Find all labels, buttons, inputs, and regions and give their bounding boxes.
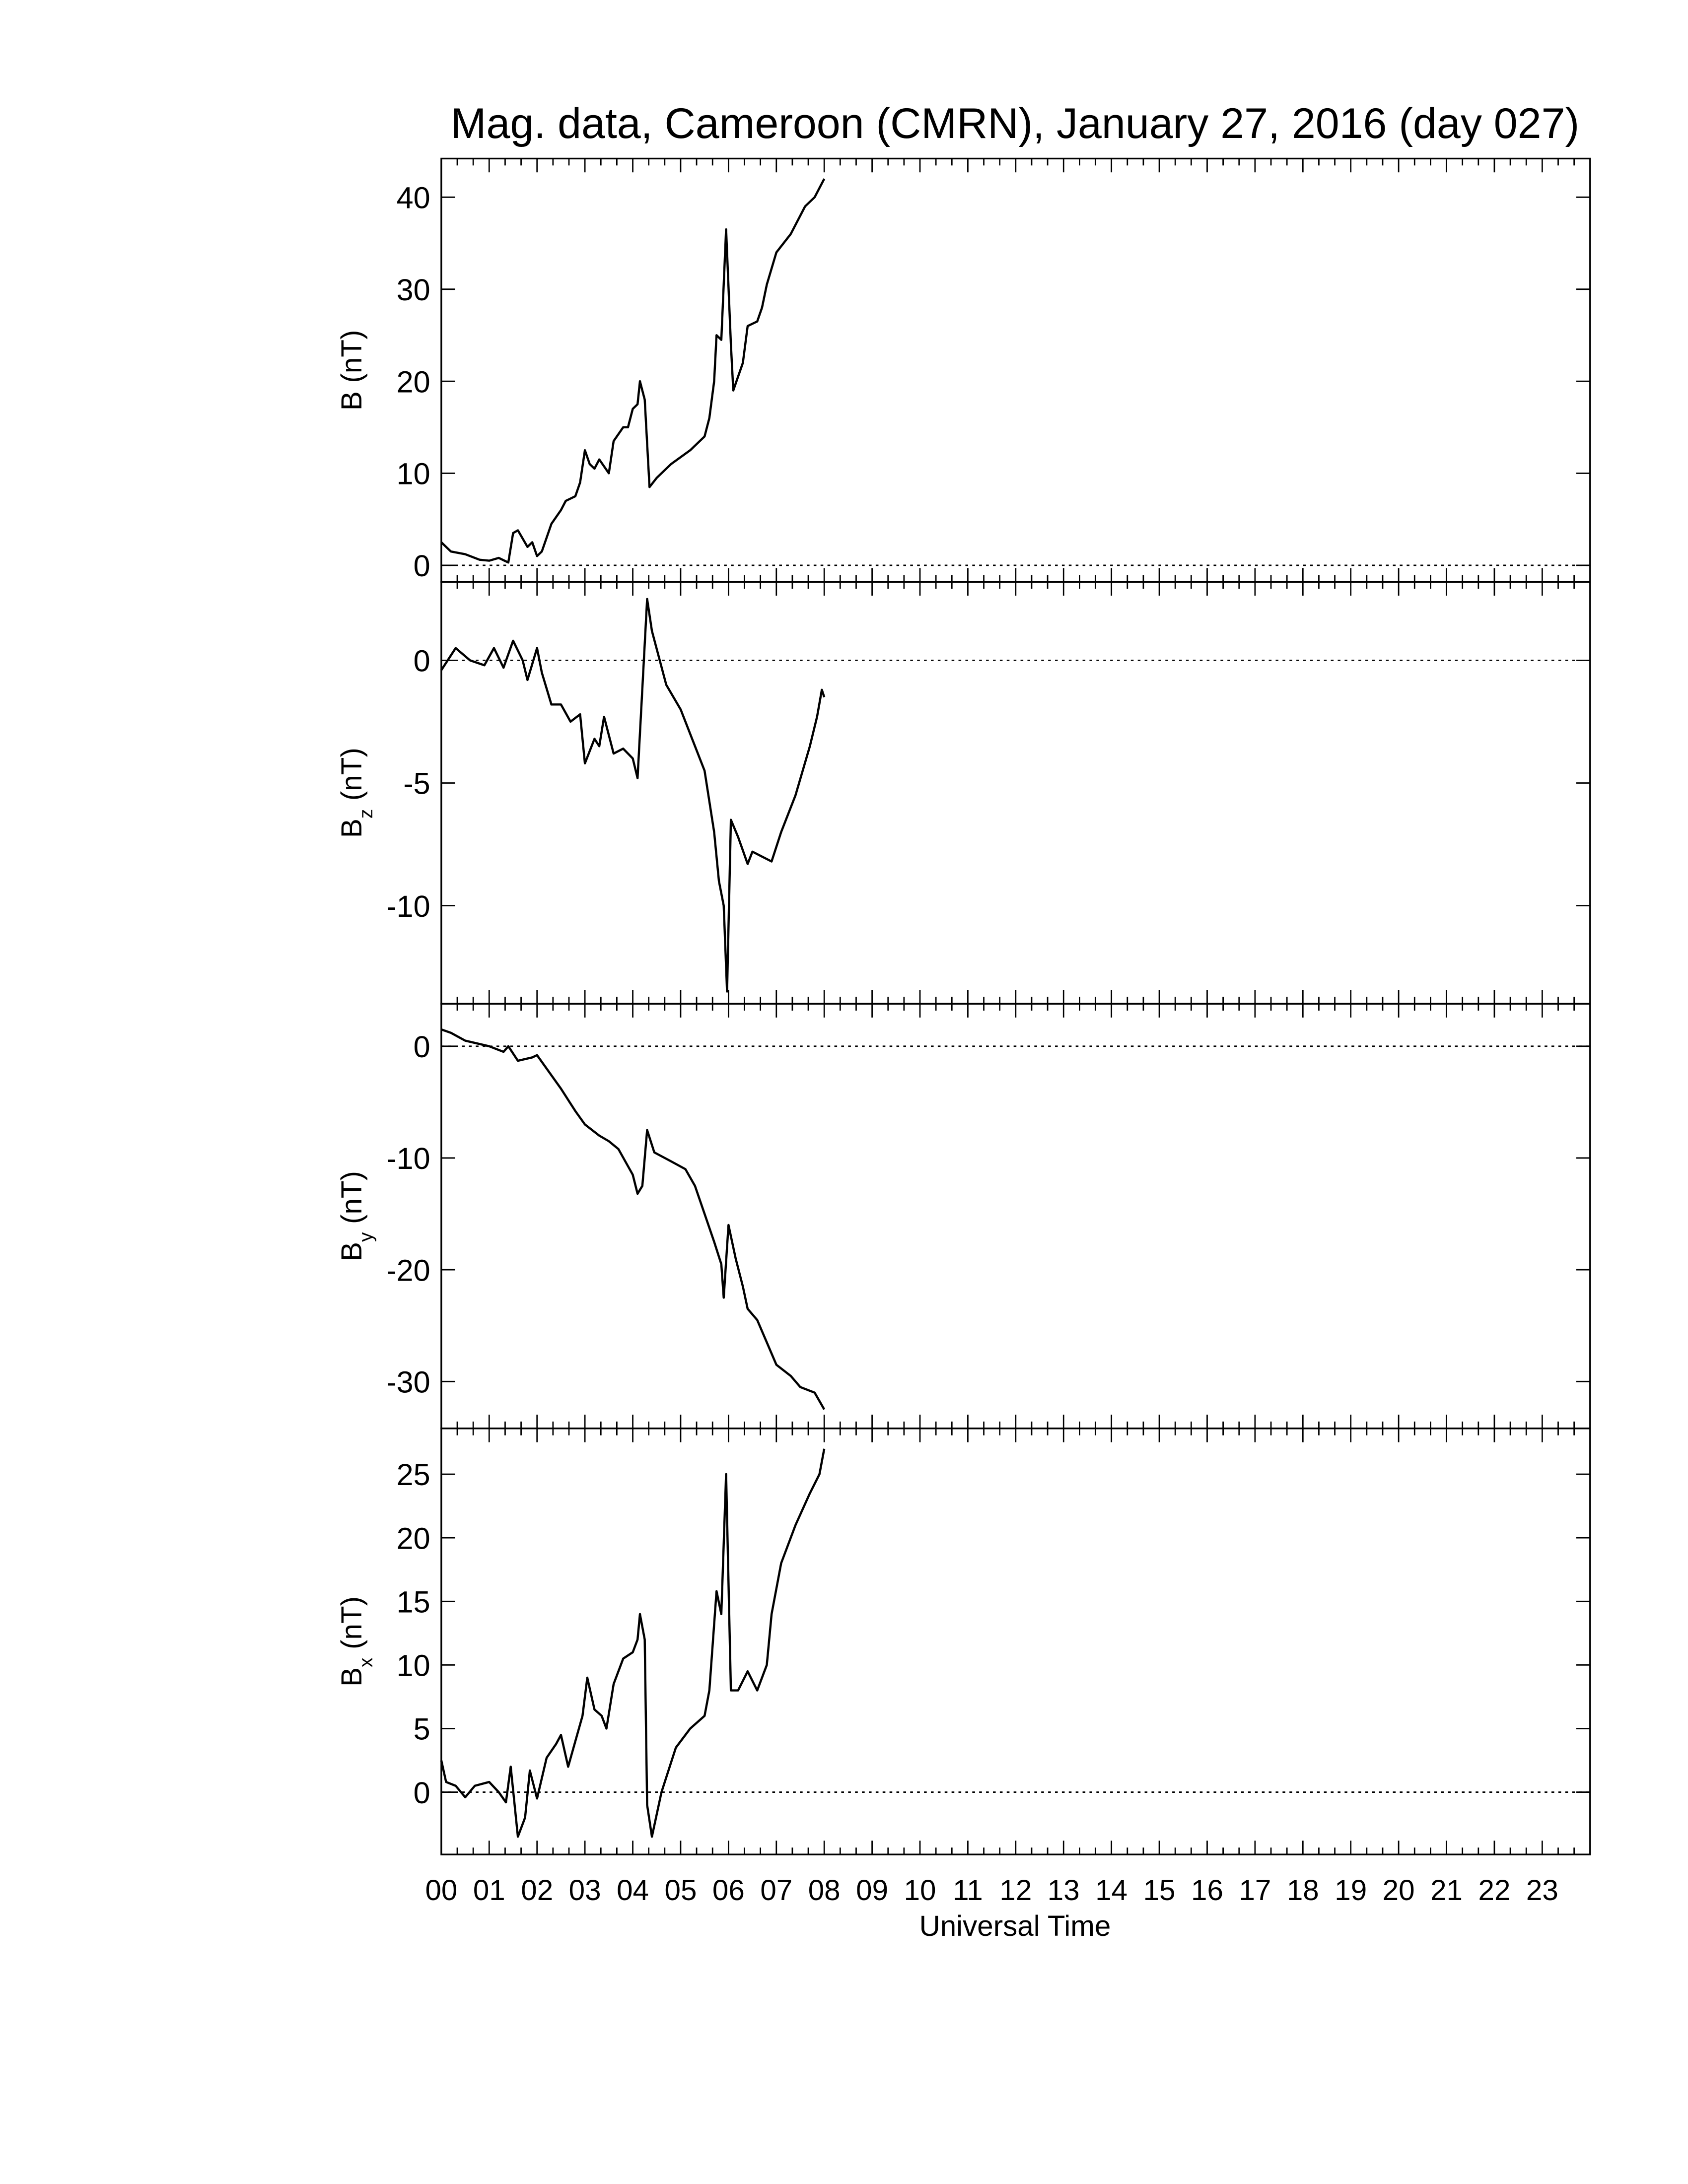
y-label-unit: (nT) [336, 1171, 368, 1224]
x-tick-label: 18 [1287, 1874, 1319, 1907]
x-tick-label: 11 [953, 1874, 983, 1907]
x-tick-label: 14 [1095, 1874, 1127, 1907]
y-axis-label: Bx (nT) [336, 1596, 377, 1687]
y-label-unit: (nT) [336, 1596, 368, 1649]
x-tick-label: 22 [1478, 1874, 1511, 1907]
x-tick-label: 06 [712, 1874, 745, 1907]
y-label-subscript: z [355, 809, 377, 819]
y-label-symbol: B [336, 819, 368, 838]
y-axis-label: By (nT) [336, 1171, 377, 1261]
x-tick-label: 20 [1383, 1874, 1415, 1907]
y-tick-label: 10 [397, 457, 430, 491]
y-tick-label: 20 [397, 365, 430, 399]
y-label-unit: (nT) [336, 330, 368, 383]
x-tick-label: 05 [665, 1874, 697, 1907]
y-label-subscript: y [355, 1232, 377, 1242]
x-tick-label: 12 [999, 1874, 1032, 1907]
x-tick-label: 21 [1430, 1874, 1463, 1907]
y-axis-label: Bz (nT) [336, 748, 377, 838]
y-tick-label: 0 [414, 549, 430, 583]
y-tick-label: 20 [397, 1521, 430, 1555]
y-tick-label: 40 [397, 181, 430, 215]
y-label-subscript: x [355, 1657, 377, 1667]
y-tick-label: -5 [403, 767, 430, 801]
x-tick-label: 07 [760, 1874, 792, 1907]
y-tick-label: 30 [397, 273, 430, 307]
y-tick-label: 0 [414, 644, 430, 678]
x-tick-label: 02 [521, 1874, 553, 1907]
y-label-unit: (nT) [336, 748, 368, 801]
y-tick-label: 15 [397, 1585, 430, 1619]
data-line [440, 598, 826, 993]
plot-frame [440, 157, 1591, 583]
x-tick-label: 00 [425, 1874, 457, 1907]
y-tick-label: 25 [397, 1458, 430, 1492]
x-tick-label: 10 [904, 1874, 936, 1907]
y-label-symbol: B [336, 1667, 368, 1687]
x-tick-label: 13 [1048, 1874, 1080, 1907]
x-tick-label: 01 [473, 1874, 505, 1907]
y-tick-label: -30 [386, 1365, 430, 1399]
plot-frame [440, 581, 1591, 1005]
y-label-symbol: B [336, 1242, 368, 1261]
data-line [441, 1028, 826, 1410]
plot-frame [440, 1003, 1591, 1430]
x-tick-label: 08 [808, 1874, 841, 1907]
y-label-symbol: B [336, 391, 368, 410]
y-axis-label: B (nT) [336, 330, 368, 410]
y-tick-label: -20 [386, 1253, 430, 1287]
x-tick-label: 19 [1335, 1874, 1367, 1907]
y-tick-label: -10 [386, 889, 430, 923]
x-tick-label: 09 [856, 1874, 888, 1907]
y-tick-label: 0 [414, 1776, 430, 1810]
x-tick-label: 23 [1526, 1874, 1558, 1907]
y-tick-label: 0 [414, 1030, 430, 1064]
plot-frame [440, 1428, 1591, 1855]
y-tick-label: -10 [386, 1142, 430, 1175]
x-tick-label: 03 [569, 1874, 601, 1907]
chart-title: Mag. data, Cameroon (CMRN), January 27, … [451, 100, 1579, 147]
x-tick-label: 04 [617, 1874, 649, 1907]
x-tick-label: 15 [1143, 1874, 1176, 1907]
x-axis-label: Universal Time [919, 1910, 1111, 1942]
data-line [440, 1448, 826, 1838]
y-tick-label: 5 [414, 1712, 430, 1746]
data-line [440, 178, 826, 564]
y-tick-label: 10 [397, 1649, 430, 1683]
x-tick-label: 17 [1239, 1874, 1271, 1907]
x-tick-label: 16 [1191, 1874, 1223, 1907]
